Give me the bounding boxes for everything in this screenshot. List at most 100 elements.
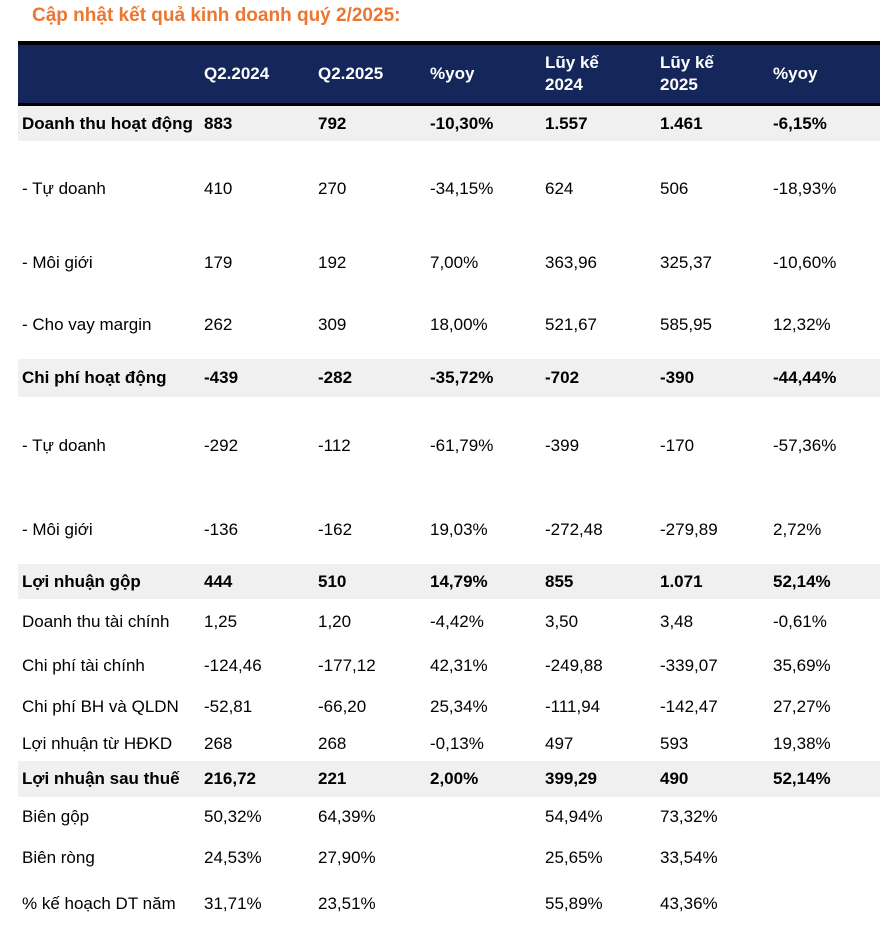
cell-value: -111,94 [545, 697, 601, 716]
cell-value: 497 [545, 734, 574, 753]
cell-value: 54,94% [545, 807, 603, 826]
table-row: Lợi nhuận gộp 444 510 14,79% 855 1.071 52,14% [18, 564, 880, 599]
table-body: Doanh thu hoạt động 883 792 -10,30% 1.557 1.4… [18, 106, 880, 929]
cell-value: 42,31% [430, 655, 488, 675]
cell-value: 19,03% [430, 519, 488, 539]
cell-value: 7,00% [430, 253, 479, 272]
cell-value: 27,90% [318, 848, 376, 867]
cell-value: 268 [204, 734, 233, 753]
row-label: Biên ròng [22, 848, 95, 867]
cell-value: 262 [204, 314, 233, 334]
quarterly-results-table: Q2.2024 Q2.2025 %yoy Lũy kế 2024 Lũy kế 2025 %y… [18, 41, 880, 929]
row-label: - Cho vay margin [22, 314, 152, 334]
cell-value: -390 [660, 368, 695, 387]
row-label: Doanh thu hoạt động [22, 113, 193, 133]
cell-value: -44,44% [773, 368, 837, 387]
header-cell: %yoy [430, 63, 545, 85]
table-row: Lợi nhuận từ HĐKD 268 268 -0,13% 497 593 19,38… [18, 727, 880, 761]
cell-value: -292 [204, 436, 239, 455]
cell-value: -4,42% [430, 611, 484, 631]
cell-value: -66,20 [318, 697, 367, 716]
cell-value: -702 [545, 368, 580, 387]
cell-value: -177,12 [318, 655, 376, 675]
row-label: - Tự doanh [22, 436, 106, 455]
cell-value: 792 [318, 113, 347, 133]
header-cell: Lũy kế 2025 [660, 52, 773, 96]
cell-value: -279,89 [660, 519, 718, 539]
cell-value: 2,00% [430, 769, 479, 788]
cell-value: -142,47 [660, 697, 718, 716]
cell-value: -124,46 [204, 655, 262, 675]
table-row: - Tự doanh 410 270 -34,15% 624 506 -18,93% [18, 141, 880, 236]
header-cell-line: %yoy [773, 64, 818, 83]
cell-value: 35,69% [773, 655, 831, 675]
cell-value: 52,14% [773, 769, 831, 788]
cell-value: -34,15% [430, 178, 494, 198]
cell-value: 268 [318, 734, 347, 753]
table-row: Doanh thu tài chính 1,25 1,20 -4,42% 3,50 3,4… [18, 599, 880, 644]
cell-value: 325,37 [660, 253, 712, 272]
cell-value: 27,27% [773, 697, 831, 716]
cell-value: -112 [318, 436, 351, 455]
cell-value: -0,61% [773, 611, 827, 631]
cell-value: -439 [204, 368, 239, 387]
cell-value: -399 [545, 436, 580, 455]
row-label: Chi phí BH và QLDN [22, 697, 179, 716]
cell-value: -6,15% [773, 113, 827, 133]
table-row: Biên gộp 50,32% 64,39% 54,94% 73,32% [18, 797, 880, 837]
cell-value: 55,89% [545, 894, 603, 913]
table-row: Chi phí BH và QLDN -52,81 -66,20 25,34% -111… [18, 687, 880, 727]
cell-value: 23,51% [318, 894, 376, 913]
cell-value: -52,81 [204, 697, 253, 716]
cell-value: 25,34% [430, 697, 488, 716]
cell-value: 521,67 [545, 314, 597, 334]
cell-value: 73,32% [660, 807, 718, 826]
cell-value: -18,93% [773, 178, 837, 198]
cell-value: 1,25 [204, 611, 238, 631]
row-label: % kế hoạch DT năm [22, 894, 176, 913]
cell-value: 19,38% [773, 734, 831, 753]
table-row: Doanh thu hoạt động 883 792 -10,30% 1.557 1.4… [18, 106, 880, 141]
row-label: Doanh thu tài chính [22, 611, 170, 631]
cell-value: 179 [204, 253, 233, 272]
header-cell-line: 2025 [660, 75, 698, 94]
cell-value: -10,60% [773, 253, 837, 272]
cell-value: 64,39% [318, 807, 376, 826]
cell-value: -272,48 [545, 519, 603, 539]
table-row: Biên ròng 24,53% 27,90% 25,65% 33,54% [18, 837, 880, 879]
cell-value: -35,72% [430, 368, 494, 387]
table-row: Lợi nhuận sau thuế 216,72 221 2,00% 399,29 49… [18, 761, 880, 797]
cell-value: 510 [318, 571, 347, 591]
cell-value: 43,36% [660, 894, 718, 913]
table-row: - Tự doanh -292 -112 -61,79% -399 -170 -57,36% [18, 397, 880, 495]
header-cell-line: 2024 [545, 75, 583, 94]
cell-value: 31,71% [204, 894, 262, 913]
row-label: Biên gộp [22, 807, 90, 826]
cell-value: 490 [660, 769, 689, 788]
cell-value: 506 [660, 178, 689, 198]
cell-value: 2,72% [773, 519, 822, 539]
cell-value: -0,13% [430, 734, 484, 753]
cell-value: -162 [318, 519, 353, 539]
cell-value: 270 [318, 178, 347, 198]
cell-value: -282 [318, 368, 353, 387]
table-row: - Môi giới -136 -162 19,03% -272,48 -279,89 2,… [18, 495, 880, 564]
cell-value: 24,53% [204, 848, 262, 867]
cell-value: 50,32% [204, 807, 262, 826]
cell-value: 585,95 [660, 314, 712, 334]
header-cell: Q2.2024 [204, 63, 318, 85]
cell-value: 33,54% [660, 848, 718, 867]
cell-value: 25,65% [545, 848, 603, 867]
cell-value: 363,96 [545, 253, 597, 272]
cell-value: 410 [204, 178, 233, 198]
cell-value: 855 [545, 571, 574, 591]
row-label: Chi phí hoạt động [22, 368, 167, 387]
cell-value: 12,32% [773, 314, 831, 334]
cell-value: 1.071 [660, 571, 703, 591]
table-row: % kế hoạch DT năm 31,71% 23,51% 55,89% 43,36… [18, 879, 880, 929]
cell-value: 309 [318, 314, 347, 334]
row-label: Lợi nhuận gộp [22, 571, 141, 591]
row-label: Chi phí tài chính [22, 655, 145, 675]
row-label: Lợi nhuận sau thuế [22, 769, 180, 788]
